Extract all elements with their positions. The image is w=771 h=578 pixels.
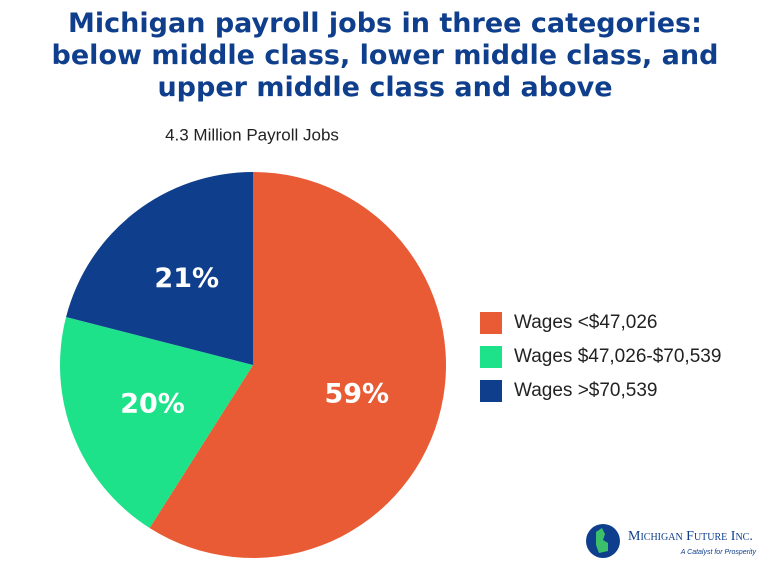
pie-slice [66,172,254,365]
pie-slice [60,317,254,528]
chart-subtitle: 4.3 Million Payroll Jobs [165,125,339,144]
slice-label: 20% [120,388,185,419]
logo: Michigan Future Inc. A Catalyst for Pros… [586,524,756,558]
slice-label: 21% [154,263,219,294]
legend-swatch [480,346,502,368]
legend-label: Wages <$47,026 [514,312,657,333]
chart-title: Michigan payroll jobs in three categorie… [51,8,719,103]
logo-name: Michigan Future Inc. [628,529,753,544]
pie-slice [149,172,447,558]
legend-swatch [480,380,502,402]
legend-label: Wages >$70,539 [514,380,657,401]
logo-map [596,528,608,553]
legend-label: Wages $47,026-$70,539 [514,346,721,367]
slice-label: 59% [324,379,389,410]
legend-swatch [480,312,502,334]
logo-tagline: A Catalyst for Prosperity [680,549,757,556]
